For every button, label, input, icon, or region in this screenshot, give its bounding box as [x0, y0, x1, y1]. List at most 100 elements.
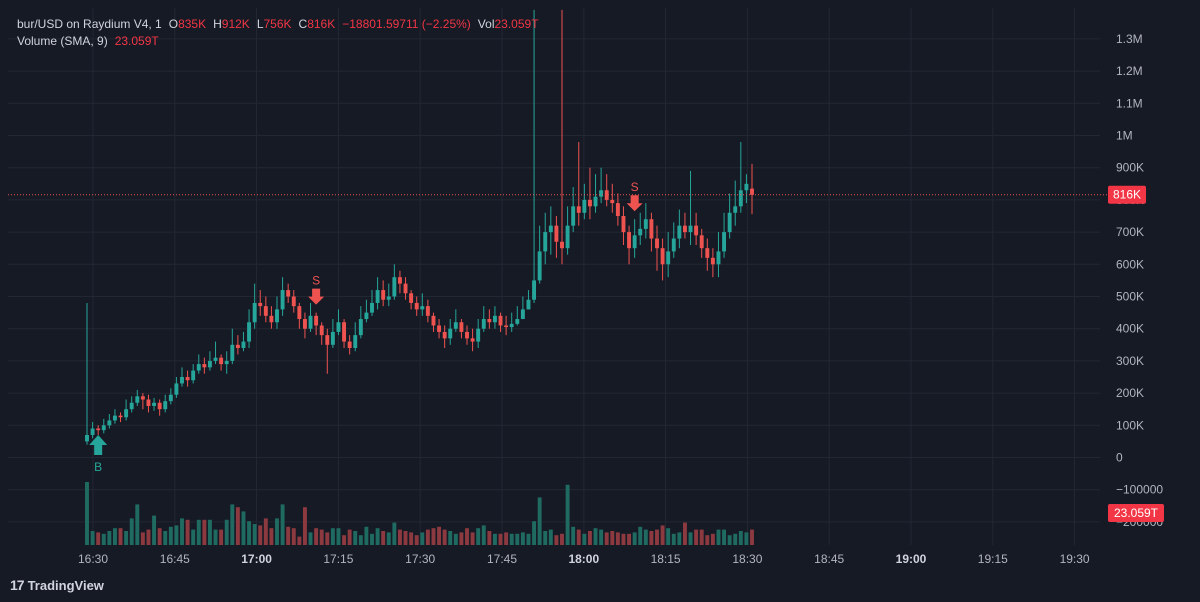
y-axis-label: 200K: [1116, 386, 1144, 400]
candle-body: [504, 325, 509, 328]
close-label: C: [298, 17, 308, 31]
candle-body: [235, 344, 240, 349]
volume-bar: [666, 528, 671, 545]
candle-body: [269, 315, 274, 323]
volume-bar: [627, 533, 632, 545]
candle-body: [275, 309, 279, 323]
volume-bar: [135, 504, 140, 545]
candle-body: [699, 235, 704, 249]
volume-bar: [750, 529, 754, 545]
candle-body: [196, 364, 201, 371]
volume-bar: [727, 535, 732, 545]
candle-body: [565, 225, 570, 249]
tradingview-watermark[interactable]: 17 TradingView: [10, 577, 104, 593]
close-value: 816K: [307, 17, 336, 31]
volume-bar: [269, 528, 274, 545]
volume-bar: [319, 529, 324, 545]
volume-bar: [101, 533, 106, 545]
y-axis-label: 700K: [1116, 225, 1144, 239]
volume-bar: [358, 535, 363, 545]
volume-bar: [560, 533, 564, 545]
candle-body: [582, 199, 587, 213]
volume-bar: [649, 531, 654, 545]
candle-body: [107, 420, 112, 426]
candle-body: [688, 225, 693, 233]
candle-body: [660, 248, 665, 265]
x-axis-label: 16:30: [78, 552, 108, 566]
volume-bar: [275, 518, 279, 545]
x-axis-label: 18:30: [732, 552, 762, 566]
volume-bar: [632, 532, 637, 545]
volume-bar: [543, 531, 548, 545]
volume-bar: [152, 515, 157, 545]
volume-bar: [655, 529, 659, 545]
volume-study-title[interactable]: Volume (SMA, 9): [17, 34, 108, 48]
volume-bar: [453, 533, 458, 545]
candle-body: [347, 341, 352, 349]
volume-bar: [722, 529, 727, 545]
candle-body: [655, 238, 659, 249]
symbol-label[interactable]: bur/USD on Raydium V4, 1: [17, 17, 162, 31]
candle-body: [750, 188, 754, 195]
volume-bar: [185, 519, 190, 545]
volume-bar: [297, 536, 302, 545]
candle-body: [431, 315, 436, 326]
candle-body: [425, 306, 430, 316]
candle-body: [414, 302, 419, 310]
candle-body: [291, 296, 296, 307]
candle-body: [124, 409, 129, 418]
candle-body: [140, 396, 145, 400]
candle-body: [252, 302, 257, 323]
x-axis-label: 19:30: [1060, 552, 1090, 566]
volume-bar: [157, 528, 162, 545]
candle-body: [610, 199, 615, 204]
candle-body: [157, 402, 162, 410]
candle-body: [375, 290, 380, 303]
candle-body: [537, 251, 542, 281]
price-tag-label: 816K: [1113, 188, 1141, 202]
candle-body: [392, 277, 397, 297]
candle-body: [247, 322, 252, 342]
candle-body: [593, 196, 598, 207]
candle-body: [492, 315, 497, 323]
candle-body: [420, 306, 425, 310]
candle-body: [671, 238, 676, 252]
x-axis-label: 17:15: [323, 552, 353, 566]
x-axis-label: 18:00: [568, 552, 599, 566]
volume-bar: [699, 529, 704, 545]
volume-study-value: 23.059T: [114, 34, 159, 48]
volume-tag: [1108, 504, 1164, 522]
volume-bar: [420, 532, 425, 545]
candle-body: [185, 377, 190, 381]
x-axis-label: 19:00: [896, 552, 927, 566]
volume-bar: [688, 532, 693, 545]
candle-body: [152, 402, 157, 406]
candle-body: [364, 312, 369, 320]
candle-body: [207, 360, 212, 368]
volume-bar: [733, 533, 738, 545]
x-axis-label: 17:00: [241, 552, 272, 566]
volume-bar: [213, 529, 218, 545]
candle-body: [397, 277, 402, 284]
volume-bar: [252, 524, 257, 545]
candle-body: [308, 315, 313, 329]
candle-body: [548, 225, 553, 233]
candle-body: [437, 325, 442, 332]
y-axis-label: 900K: [1116, 161, 1144, 175]
candle-body: [649, 219, 654, 239]
x-axis-label: 19:15: [978, 552, 1008, 566]
candle-body: [381, 290, 386, 300]
volume-bar: [180, 518, 184, 545]
candle-body: [90, 428, 95, 435]
y-axis-label: 600K: [1116, 257, 1144, 271]
y-axis-label: 0: [1116, 451, 1123, 465]
volume-bar: [207, 519, 212, 545]
candle-body: [448, 328, 453, 339]
candle-body: [587, 199, 592, 207]
volume-bar: [615, 532, 620, 545]
sell-signal-label: S: [631, 180, 639, 194]
low-value: 756K: [263, 17, 292, 31]
volume-bar: [431, 528, 436, 545]
volume-bar: [660, 525, 665, 545]
